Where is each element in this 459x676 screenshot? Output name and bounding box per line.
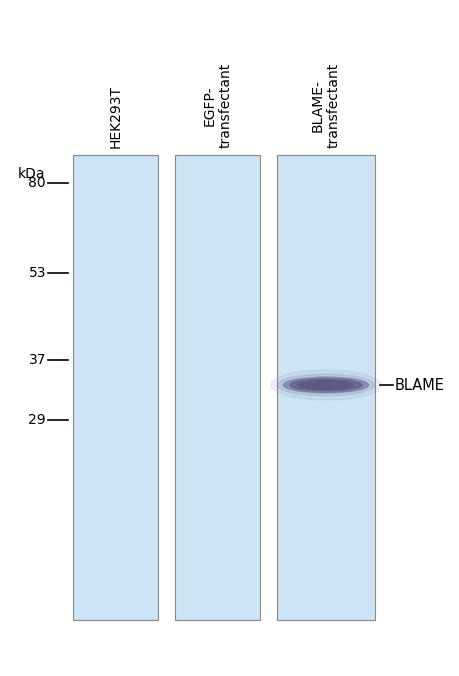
Text: 80: 80: [28, 176, 46, 190]
Ellipse shape: [289, 379, 361, 391]
Text: 53: 53: [28, 266, 46, 280]
Bar: [276, 155, 374, 620]
Text: BLAME-
transfectant: BLAME- transfectant: [310, 63, 341, 148]
Text: HEK293T: HEK293T: [108, 85, 122, 148]
Ellipse shape: [298, 381, 353, 389]
Bar: [174, 155, 259, 620]
Text: EGFP-
transfectant: EGFP- transfectant: [202, 63, 232, 148]
Ellipse shape: [283, 377, 368, 393]
Ellipse shape: [276, 375, 374, 396]
Bar: [73, 155, 157, 620]
Ellipse shape: [270, 370, 381, 400]
Text: 29: 29: [28, 413, 46, 427]
Text: BLAME: BLAME: [394, 377, 444, 393]
Text: 37: 37: [28, 353, 46, 367]
Text: kDa: kDa: [18, 167, 45, 181]
